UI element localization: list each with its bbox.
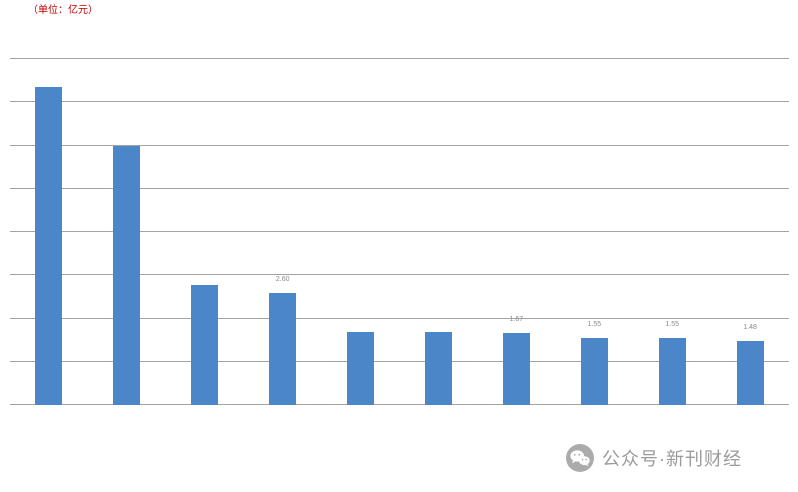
bar: [502, 332, 530, 405]
bar: [269, 292, 297, 405]
bar: [347, 331, 375, 405]
gridline: [10, 187, 789, 189]
watermark-text: 公众号·新刊财经: [602, 449, 742, 469]
bar-slot: 1.48: [711, 59, 789, 405]
bar-slot: [10, 59, 88, 405]
watermark: 公众号·新刊财经: [565, 443, 742, 473]
bar-slot: 1.55: [633, 59, 711, 405]
bar-slot: [322, 59, 400, 405]
wechat-icon: [565, 443, 595, 473]
bar: [580, 337, 608, 405]
bar-data-label: 1.67: [509, 315, 524, 323]
bar: [35, 87, 63, 405]
bar: [191, 284, 219, 405]
gridline: [10, 274, 789, 276]
bar-slot: 2.60: [244, 59, 322, 405]
gridline: [10, 360, 789, 362]
bar: [113, 145, 141, 405]
gridline: [10, 58, 789, 59]
gridline: [10, 404, 789, 405]
gridlines: [10, 58, 789, 405]
bar-slot: [166, 59, 244, 405]
bar: [736, 341, 764, 405]
gridline: [10, 101, 789, 103]
bar-data-label: 1.55: [665, 320, 680, 328]
plot-area: 2.60 1.67 1.55 1.55 1.48: [10, 58, 789, 405]
bar-series: 2.60 1.67 1.55 1.55 1.48: [10, 59, 789, 405]
bar: [658, 337, 686, 405]
bar-slot: [88, 59, 166, 405]
bar-data-label: 1.55: [587, 320, 602, 328]
bar-slot: 1.55: [555, 59, 633, 405]
bar-slot: 1.67: [477, 59, 555, 405]
bar-slot: [400, 59, 478, 405]
gridline: [10, 317, 789, 319]
gridline: [10, 231, 789, 232]
bar: [424, 331, 452, 405]
bar-data-label: 2.60: [275, 275, 290, 283]
bar-data-label: 1.48: [743, 324, 757, 331]
chart-title: （单位：亿元）: [28, 5, 98, 16]
gridline: [10, 144, 789, 146]
